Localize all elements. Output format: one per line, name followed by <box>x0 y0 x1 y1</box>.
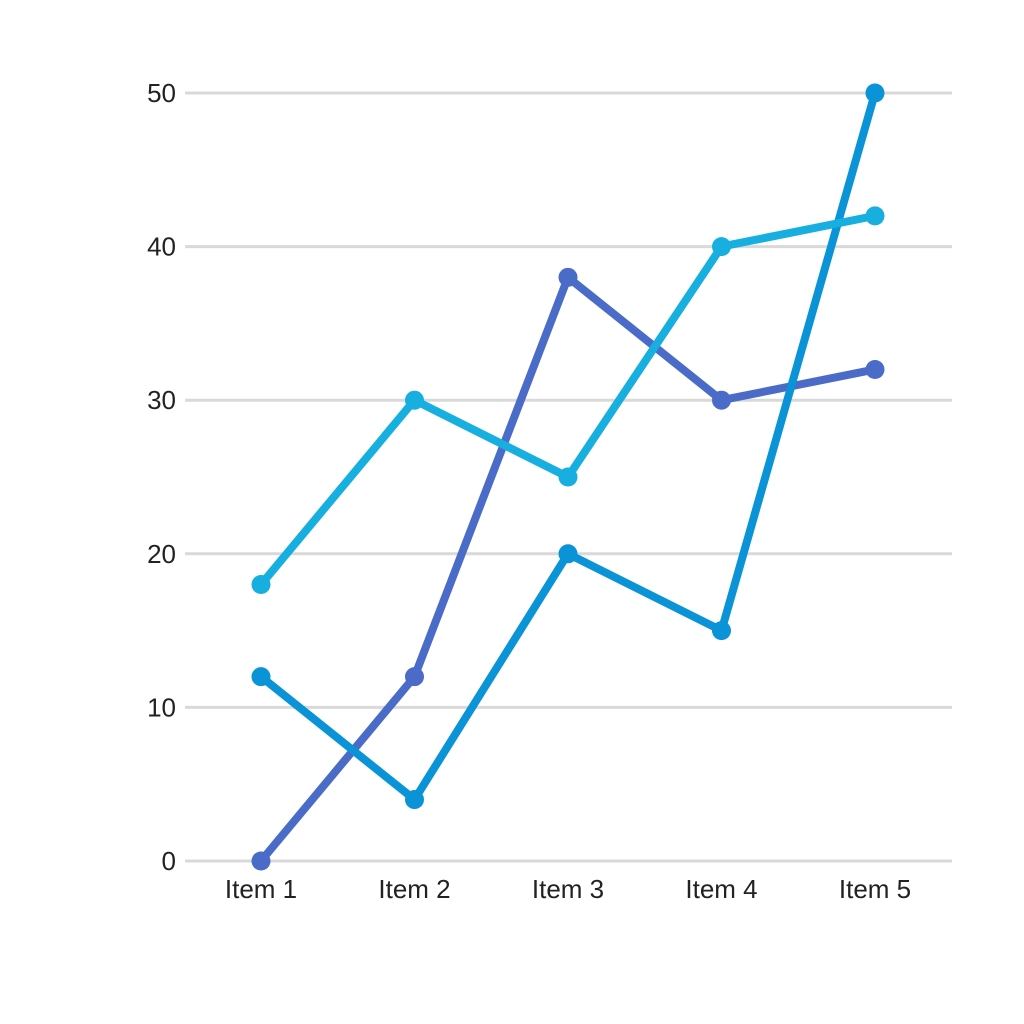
y-tick-label: 20 <box>147 539 176 569</box>
x-tick-label: Item 2 <box>378 874 450 904</box>
y-tick-label: 50 <box>147 78 176 108</box>
series-3 <box>251 206 885 595</box>
y-tick-label: 0 <box>162 846 176 876</box>
series-layer <box>251 83 885 871</box>
data-point <box>558 267 578 287</box>
y-tick-label: 30 <box>147 385 176 415</box>
x-tick-label: Item 1 <box>225 874 297 904</box>
x-tick-label: Item 4 <box>685 874 757 904</box>
y-tick-label: 10 <box>147 692 176 722</box>
data-point <box>405 667 424 687</box>
series-1 <box>251 267 885 871</box>
data-point <box>405 790 424 810</box>
data-point <box>712 621 731 641</box>
data-point <box>865 83 885 103</box>
data-point <box>251 575 271 595</box>
series-line <box>257 89 879 804</box>
data-point <box>865 206 885 226</box>
y-tick-label: 40 <box>147 232 176 262</box>
data-point <box>712 237 731 257</box>
x-tick-label: Item 5 <box>839 874 911 904</box>
series-2 <box>251 83 885 810</box>
series-line <box>257 273 879 865</box>
x-tick-label: Item 3 <box>532 874 604 904</box>
x-axis-tick-labels: Item 1 Item 2 Item 3 Item 4 Item 5 <box>225 874 911 904</box>
data-point <box>251 851 271 871</box>
data-point <box>251 667 271 687</box>
data-point <box>558 467 578 487</box>
data-point <box>405 390 424 410</box>
data-point <box>865 359 885 379</box>
y-axis-tick-labels: 0 10 20 30 40 50 <box>147 78 176 876</box>
data-point <box>558 544 578 564</box>
data-point <box>712 390 731 410</box>
